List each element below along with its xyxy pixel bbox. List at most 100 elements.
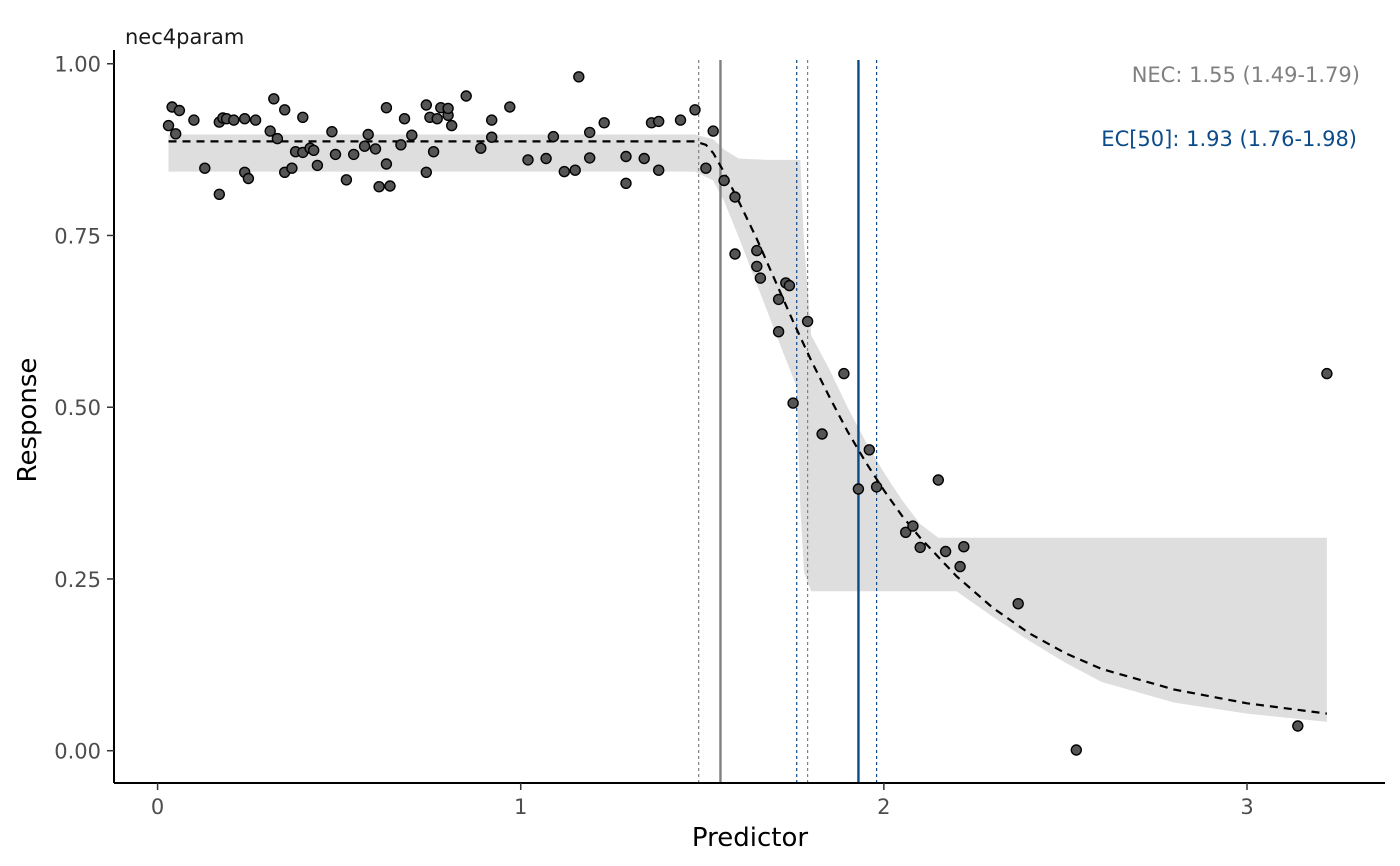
data-point [573,71,585,83]
data-point [475,142,487,154]
data-point [286,162,298,174]
data-point [674,114,687,126]
data-point [460,90,472,102]
data-point [816,428,828,440]
data-point [271,132,284,145]
data-point [420,166,432,179]
x-tick-label: 3 [1240,795,1253,819]
x-tick-label: 1 [514,795,527,819]
data-point [169,128,182,140]
data-point [329,148,342,161]
data-point [326,125,338,138]
data-point [398,112,411,125]
data-point [620,177,632,190]
data-point [446,119,458,132]
data-point [863,444,875,456]
nec-annotation: NEC: 1.55 (1.49-1.79) [1132,63,1360,87]
x-tick-label: 2 [877,795,890,819]
data-point [297,111,309,124]
data-point [729,191,741,203]
data-points-layer [162,71,1333,756]
data-point [486,114,498,126]
data-point [369,143,382,155]
data-point [689,104,701,116]
data-point [751,244,763,257]
data-point [1292,720,1304,732]
data-point [431,112,443,125]
data-point [348,148,360,161]
data-point [914,541,926,554]
data-point [653,164,665,176]
data-point [384,180,396,192]
data-point [787,397,799,409]
data-point [442,102,454,115]
data-point [504,101,516,113]
y-ticks: 0.00 0.25 0.50 0.75 1.00 [54,53,114,764]
data-point [852,483,865,495]
data-point [707,125,719,137]
fit-curve [168,140,1328,715]
data-point [162,119,175,132]
data-point [268,93,280,105]
ec50-annotation: EC[50]: 1.93 (1.76-1.98) [1101,127,1357,151]
data-point [620,150,632,163]
data-point [653,115,665,128]
data-point [801,315,814,328]
data-point [199,162,211,174]
data-point [486,131,498,143]
data-point [380,158,393,170]
data-point [718,174,730,187]
data-point [228,114,240,126]
data-point [427,145,440,158]
credible-band-layer [168,134,1327,722]
data-point [340,174,353,186]
data-point [638,152,650,165]
data-point [939,545,952,558]
data-point [598,117,610,129]
data-point [783,279,796,292]
data-point [358,140,371,152]
fit-curve-layer [168,140,1328,715]
data-point [754,272,767,284]
plot-title: nec4param [125,25,244,49]
data-point [380,101,393,114]
y-axis-title: Response [13,358,43,483]
data-point [1321,367,1333,380]
credible-band [168,134,1327,722]
data-point [522,154,534,166]
y-tick-label: 0.25 [54,568,101,592]
data-point [900,526,912,538]
x-tick-label: 0 [151,795,164,819]
data-point [584,126,596,139]
data-point [870,481,883,493]
data-point [308,144,320,157]
x-axis-title: Predictor [692,823,808,853]
data-point [958,541,970,553]
x-ticks: 0 1 2 3 [151,783,1254,819]
data-point [420,99,432,111]
data-point [373,180,385,193]
data-point [395,139,407,151]
data-point [751,260,763,273]
y-tick-label: 0.75 [54,224,101,248]
data-point [173,104,186,117]
data-point [584,152,596,164]
y-tick-label: 0.50 [54,396,101,420]
data-point [838,367,850,380]
y-tick-label: 0.00 [54,740,101,764]
data-point [238,112,251,125]
data-point [242,172,255,185]
axes [113,50,1385,784]
data-point [249,114,262,126]
data-point [362,128,374,141]
data-point [279,104,291,116]
data-point [213,188,226,201]
y-tick-label: 1.00 [54,53,101,77]
data-point [907,520,919,532]
data-point [311,159,324,172]
data-point [932,474,944,486]
data-point [772,326,785,338]
data-point [558,165,570,178]
data-point [772,293,785,306]
